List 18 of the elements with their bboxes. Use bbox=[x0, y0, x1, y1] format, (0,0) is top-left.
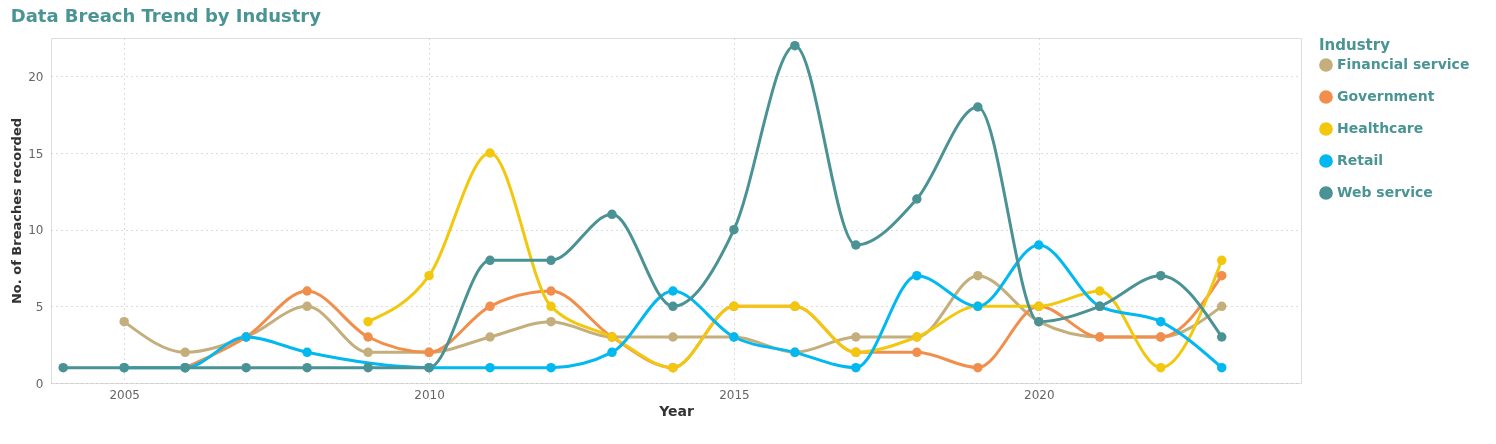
x-tick-label: 2005 bbox=[109, 387, 140, 402]
y-tick-label: 10 bbox=[28, 223, 44, 238]
legend-label: Government bbox=[1337, 88, 1435, 104]
legend-label: Retail bbox=[1337, 152, 1384, 168]
legend-label: Healthcare bbox=[1337, 120, 1424, 136]
x-tick-label: 2020 bbox=[1024, 387, 1055, 402]
x-tick-label: 2015 bbox=[719, 387, 750, 402]
y-tick-label: 0 bbox=[35, 376, 44, 391]
chart-title: Data Breach Trend by Industry bbox=[10, 5, 322, 26]
legend-label: Financial service bbox=[1337, 56, 1470, 72]
y-tick-label: 5 bbox=[35, 299, 44, 314]
y-tick-label: 15 bbox=[28, 146, 44, 161]
x-axis-title: Year bbox=[658, 402, 694, 419]
legend-label: Web service bbox=[1337, 184, 1433, 200]
legend-title: Industry bbox=[1319, 36, 1391, 54]
x-tick-label: 2010 bbox=[414, 387, 445, 402]
y-tick-label: 20 bbox=[28, 69, 44, 84]
y-axis-title: No. of Breaches recorded bbox=[9, 117, 25, 305]
